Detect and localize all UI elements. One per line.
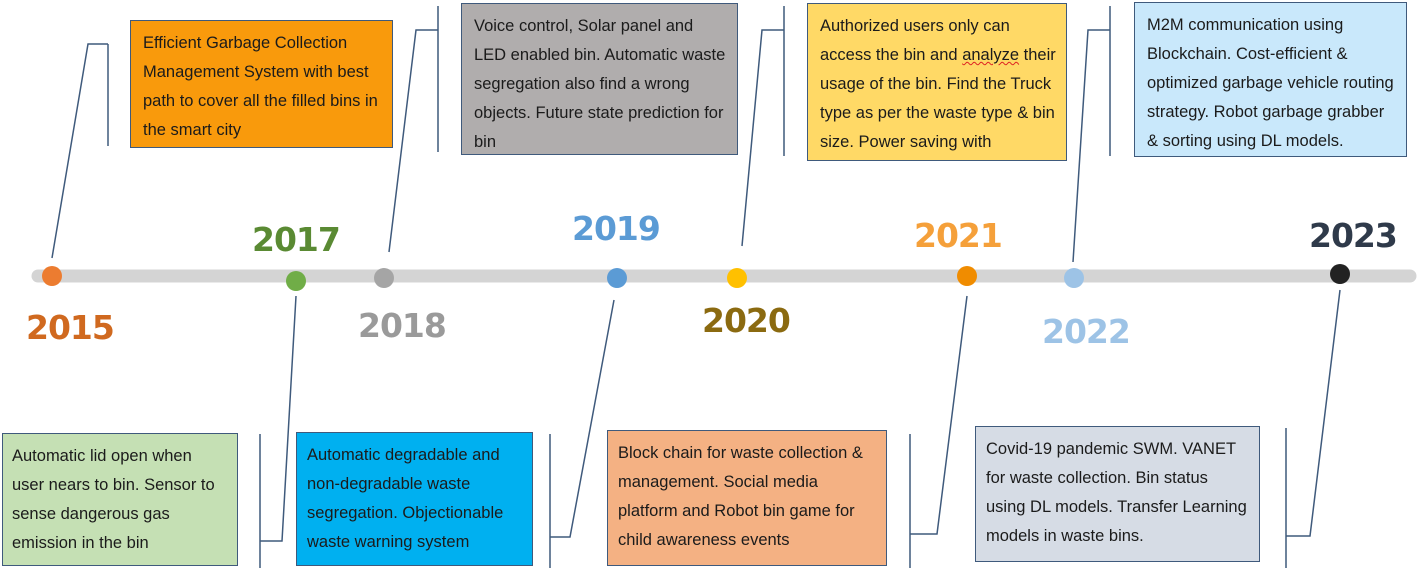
connector-2015 <box>51 43 108 259</box>
dot-2018 <box>374 268 394 288</box>
event-box-2015: Efficient Garbage Collection Management … <box>130 20 393 148</box>
connector-2022 <box>1072 29 1110 263</box>
connector-2020 <box>741 29 784 247</box>
year-label-2017: 2017 <box>252 220 341 259</box>
event-box-2023: Covid-19 pandemic SWM. VANET for waste c… <box>975 426 1260 562</box>
connector-2017 <box>260 295 297 542</box>
event-box-2020: Authorized users only can access the bin… <box>807 3 1067 161</box>
dot-2015 <box>42 266 62 286</box>
event-box-2017: Automatic lid open when user nears to bi… <box>2 433 238 566</box>
connector-2023 <box>1286 289 1341 537</box>
event-box-2018: Voice control, Solar panel and LED enabl… <box>461 3 738 155</box>
dot-2019 <box>607 268 627 288</box>
year-label-2022: 2022 <box>1042 312 1131 351</box>
dot-2017 <box>286 271 306 291</box>
connector-2019 <box>550 299 615 538</box>
dot-2020 <box>727 268 747 288</box>
year-label-2018: 2018 <box>358 306 447 345</box>
connector-2021 <box>910 295 968 535</box>
event-box-2022: M2M communication using Blockchain. Cost… <box>1134 2 1407 157</box>
dot-2023 <box>1330 264 1350 284</box>
event-box-2021: Block chain for waste collection & manag… <box>607 430 887 566</box>
connector-lines <box>51 6 1341 568</box>
year-label-2020: 2020 <box>702 301 791 340</box>
connector-2018 <box>388 29 438 253</box>
year-label-2019: 2019 <box>572 209 661 248</box>
year-label-2015: 2015 <box>26 308 115 347</box>
year-label-2021: 2021 <box>914 216 1003 255</box>
dot-2022 <box>1064 268 1084 288</box>
dot-2021 <box>957 266 977 286</box>
year-label-2023: 2023 <box>1309 216 1398 255</box>
event-box-2019: Automatic degradable and non-degradable … <box>296 432 533 566</box>
